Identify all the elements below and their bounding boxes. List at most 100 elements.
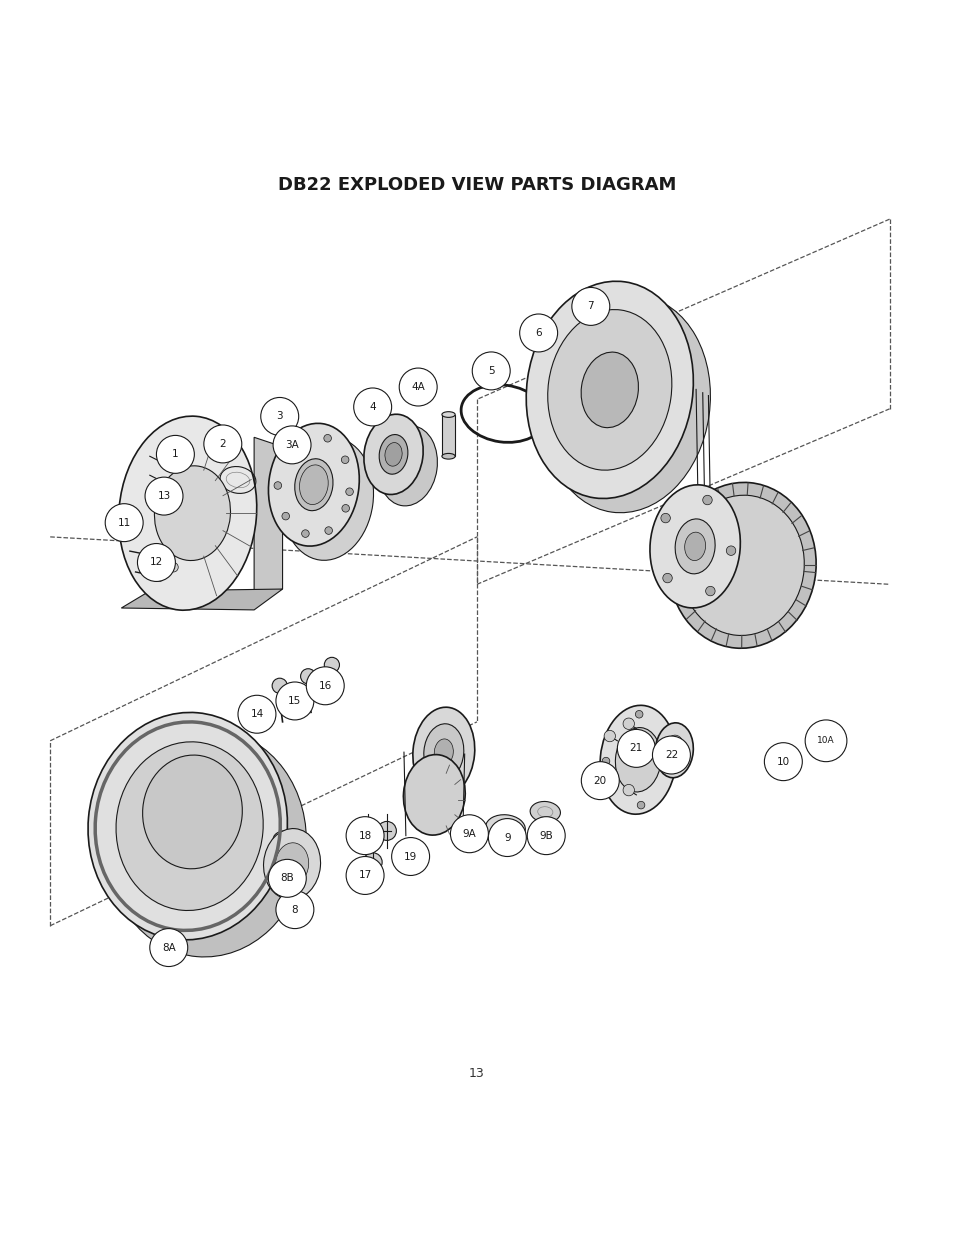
Ellipse shape xyxy=(88,713,287,940)
Circle shape xyxy=(804,720,846,762)
Ellipse shape xyxy=(282,437,374,561)
Ellipse shape xyxy=(363,414,423,494)
Ellipse shape xyxy=(275,842,309,885)
Circle shape xyxy=(725,546,735,556)
Circle shape xyxy=(702,495,712,505)
Circle shape xyxy=(580,762,618,799)
Text: 7: 7 xyxy=(587,301,594,311)
Polygon shape xyxy=(756,496,784,622)
Ellipse shape xyxy=(423,724,463,781)
Ellipse shape xyxy=(378,435,408,474)
Text: 15: 15 xyxy=(288,697,301,706)
Text: 8A: 8A xyxy=(162,942,175,952)
Circle shape xyxy=(300,668,315,684)
Circle shape xyxy=(666,760,674,767)
Text: 9A: 9A xyxy=(462,829,476,839)
Circle shape xyxy=(105,504,143,542)
Circle shape xyxy=(652,736,690,774)
Circle shape xyxy=(273,426,311,464)
Ellipse shape xyxy=(675,519,715,574)
Polygon shape xyxy=(441,415,455,456)
Ellipse shape xyxy=(294,458,333,511)
Circle shape xyxy=(660,514,670,522)
Circle shape xyxy=(150,929,188,967)
Circle shape xyxy=(472,352,510,390)
Circle shape xyxy=(622,784,634,795)
Text: 21: 21 xyxy=(629,743,642,753)
Ellipse shape xyxy=(542,295,710,513)
Ellipse shape xyxy=(107,730,306,957)
Circle shape xyxy=(617,730,655,767)
Circle shape xyxy=(358,821,377,840)
Text: 4A: 4A xyxy=(411,382,425,391)
Circle shape xyxy=(635,710,642,718)
Circle shape xyxy=(392,837,429,876)
Text: 1: 1 xyxy=(172,450,178,459)
Circle shape xyxy=(603,730,615,742)
Ellipse shape xyxy=(580,352,638,427)
Ellipse shape xyxy=(526,282,693,499)
Circle shape xyxy=(345,488,353,495)
Circle shape xyxy=(341,505,349,513)
Ellipse shape xyxy=(680,495,803,636)
Circle shape xyxy=(204,425,241,463)
Text: 10: 10 xyxy=(776,757,789,767)
Circle shape xyxy=(637,802,644,809)
Circle shape xyxy=(705,587,715,595)
Ellipse shape xyxy=(530,802,559,823)
Text: 11: 11 xyxy=(117,517,131,527)
Circle shape xyxy=(325,527,332,535)
Circle shape xyxy=(275,682,314,720)
Circle shape xyxy=(377,821,395,840)
Circle shape xyxy=(519,314,558,352)
Circle shape xyxy=(622,718,634,730)
Text: 14: 14 xyxy=(250,709,263,719)
Text: 8: 8 xyxy=(292,904,298,915)
Ellipse shape xyxy=(263,829,320,899)
Text: 3: 3 xyxy=(276,411,283,421)
Ellipse shape xyxy=(377,426,437,506)
Circle shape xyxy=(154,572,164,582)
Text: 20: 20 xyxy=(593,776,606,785)
Circle shape xyxy=(346,857,384,894)
Text: 8B: 8B xyxy=(280,873,294,883)
Text: 13: 13 xyxy=(157,492,171,501)
Circle shape xyxy=(156,436,194,473)
Circle shape xyxy=(601,757,609,764)
Ellipse shape xyxy=(655,722,693,778)
Ellipse shape xyxy=(268,424,359,546)
Text: DB22 EXPLODED VIEW PARTS DIAGRAM: DB22 EXPLODED VIEW PARTS DIAGRAM xyxy=(277,177,676,194)
Circle shape xyxy=(354,388,392,426)
Circle shape xyxy=(145,477,183,515)
Circle shape xyxy=(488,819,526,857)
Ellipse shape xyxy=(434,739,453,766)
Text: 16: 16 xyxy=(318,680,332,690)
Text: 10A: 10A xyxy=(817,736,834,745)
Circle shape xyxy=(527,816,564,855)
Circle shape xyxy=(346,816,384,855)
Text: 9B: 9B xyxy=(538,831,553,841)
Circle shape xyxy=(341,456,349,463)
Circle shape xyxy=(363,852,382,872)
Text: 19: 19 xyxy=(403,851,416,862)
Circle shape xyxy=(323,435,331,442)
Text: 3A: 3A xyxy=(285,440,298,450)
Polygon shape xyxy=(121,589,282,610)
Ellipse shape xyxy=(441,453,455,459)
Text: 4: 4 xyxy=(369,401,375,412)
Circle shape xyxy=(169,562,178,572)
Ellipse shape xyxy=(154,466,231,561)
Ellipse shape xyxy=(615,727,660,792)
Ellipse shape xyxy=(547,310,671,471)
Circle shape xyxy=(137,543,175,582)
Ellipse shape xyxy=(684,532,705,561)
Ellipse shape xyxy=(599,705,676,814)
Circle shape xyxy=(260,398,298,436)
Circle shape xyxy=(398,368,436,406)
Ellipse shape xyxy=(116,742,263,910)
Ellipse shape xyxy=(403,755,465,835)
Text: 5: 5 xyxy=(487,366,494,375)
Polygon shape xyxy=(253,437,282,599)
Circle shape xyxy=(603,773,615,784)
Ellipse shape xyxy=(649,485,740,608)
